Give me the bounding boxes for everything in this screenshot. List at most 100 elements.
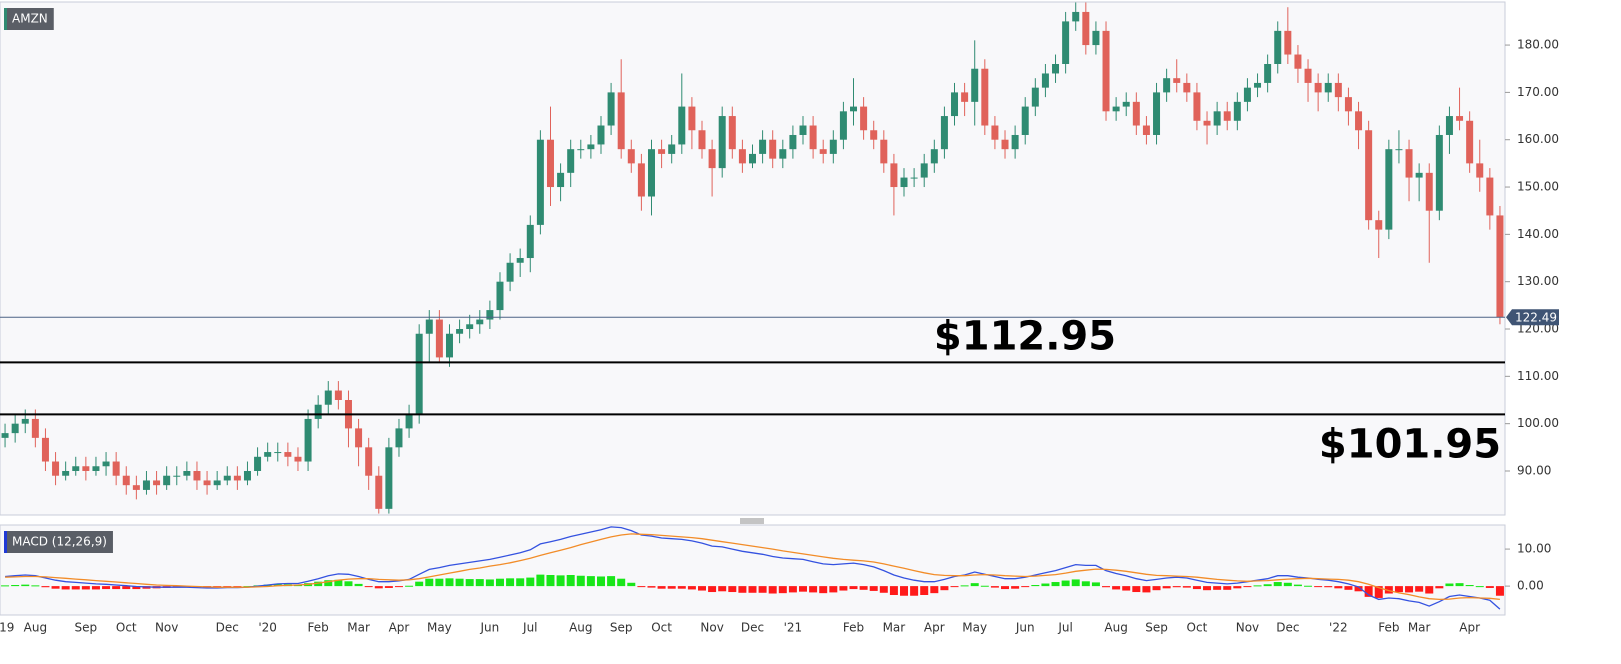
candle-body xyxy=(1274,30,1282,64)
price-panel xyxy=(0,1,1506,516)
histogram-bar xyxy=(596,576,605,587)
panel-resize-handle[interactable] xyxy=(740,518,764,524)
y-tick-label: 90.00 xyxy=(1517,463,1551,477)
histogram-bar xyxy=(1425,586,1434,594)
candle-body xyxy=(880,139,888,164)
x-tick-label: Oct xyxy=(651,621,672,635)
legend-label: MACD (12,26,9) xyxy=(12,535,107,549)
x-tick-label: Dec xyxy=(1276,621,1299,635)
histogram-bar xyxy=(637,586,646,588)
histogram-bar xyxy=(1374,586,1383,598)
candle-body xyxy=(698,130,706,150)
candle-body xyxy=(940,116,948,150)
candle-body xyxy=(456,329,464,334)
candle-body xyxy=(163,475,171,486)
y-tick-label: 130.00 xyxy=(1517,274,1559,288)
histogram-bar xyxy=(495,578,504,587)
candle-body xyxy=(1344,97,1352,112)
histogram-bar xyxy=(1152,586,1161,591)
candle-body xyxy=(789,134,797,150)
histogram-bar xyxy=(1344,586,1353,590)
histogram-bar xyxy=(900,586,909,596)
histogram-bar xyxy=(677,586,686,589)
candle-body xyxy=(870,130,878,140)
marks xyxy=(0,2,1505,610)
histogram-bar xyxy=(314,581,323,587)
histogram-bar xyxy=(1162,586,1171,589)
candle-body xyxy=(759,139,767,154)
x-tick-label: May xyxy=(962,621,987,635)
histogram-bar xyxy=(758,586,767,593)
candle-body xyxy=(688,106,696,131)
histogram-bar xyxy=(526,577,535,587)
x-tick-label: Mar xyxy=(1408,621,1431,635)
histogram-bar xyxy=(1445,583,1454,587)
candle-body xyxy=(1294,54,1302,69)
candle-body xyxy=(11,423,19,434)
candle-body xyxy=(738,149,746,164)
x-tick-label: Oct xyxy=(116,621,137,635)
candle-body xyxy=(678,106,686,145)
histogram-bar xyxy=(1405,586,1414,593)
candle-body xyxy=(1405,149,1413,178)
candle-body xyxy=(819,149,827,154)
candle-body xyxy=(1102,30,1110,112)
histogram-bar xyxy=(1213,586,1222,590)
histogram-bar xyxy=(384,586,393,588)
histogram-bar xyxy=(344,581,353,587)
histogram-bar xyxy=(1182,586,1191,588)
candle-body xyxy=(900,177,908,188)
histogram-bar xyxy=(839,586,848,591)
histogram-bar xyxy=(778,586,787,594)
last-price-label: 122.49 xyxy=(1515,311,1557,325)
histogram-bar xyxy=(1071,579,1080,587)
candle-body xyxy=(284,452,292,457)
candle-body xyxy=(769,139,777,159)
histogram-bar xyxy=(970,583,979,587)
candle-body xyxy=(850,106,858,112)
candle-body xyxy=(445,333,453,358)
candle-body xyxy=(647,149,655,197)
histogram-bar xyxy=(667,586,676,589)
histogram-bar xyxy=(1233,586,1242,589)
histogram-bar xyxy=(1283,582,1292,587)
y-tick-label: 160.00 xyxy=(1517,132,1559,146)
legend-box xyxy=(4,531,113,553)
histogram-bar xyxy=(374,586,383,589)
candle-body xyxy=(476,319,484,325)
histogram-bar xyxy=(617,578,626,587)
histogram-bar xyxy=(910,586,919,596)
candle-body xyxy=(506,262,514,282)
candle-body xyxy=(1233,101,1241,121)
candle-body xyxy=(1243,87,1251,102)
labels: 90.00100.00110.00120.00130.00140.00150.0… xyxy=(0,8,1559,635)
candle-body xyxy=(1173,78,1181,83)
histogram-bar xyxy=(1031,585,1040,587)
candle-body xyxy=(1052,63,1060,74)
candle-body xyxy=(1486,177,1494,216)
candle-body xyxy=(597,125,605,145)
candle-body xyxy=(1132,101,1140,126)
histogram-bar xyxy=(859,586,868,590)
y-tick-label: 170.00 xyxy=(1517,85,1559,99)
candle-body xyxy=(546,139,554,188)
x-tick-label: '19 xyxy=(0,621,14,635)
x-tick-label: Apr xyxy=(389,621,410,635)
histogram-bar xyxy=(1132,586,1141,593)
histogram-bar xyxy=(980,585,989,587)
macd-panel xyxy=(0,524,1506,616)
y-tick-label: 10.00 xyxy=(1517,542,1551,556)
candle-body xyxy=(203,480,211,486)
x-tick-label: Aug xyxy=(569,621,592,635)
histogram-bar xyxy=(354,583,363,587)
candle-body xyxy=(577,149,585,151)
candle-body xyxy=(617,92,625,150)
histogram-bar xyxy=(1243,586,1252,588)
macd-line xyxy=(5,533,1500,601)
candle-body xyxy=(415,333,423,415)
candle-body xyxy=(708,149,716,169)
x-tick-label: Jun xyxy=(480,621,500,635)
candle-body xyxy=(223,475,231,481)
histogram-bar xyxy=(930,586,939,594)
candle-body xyxy=(1213,111,1221,126)
